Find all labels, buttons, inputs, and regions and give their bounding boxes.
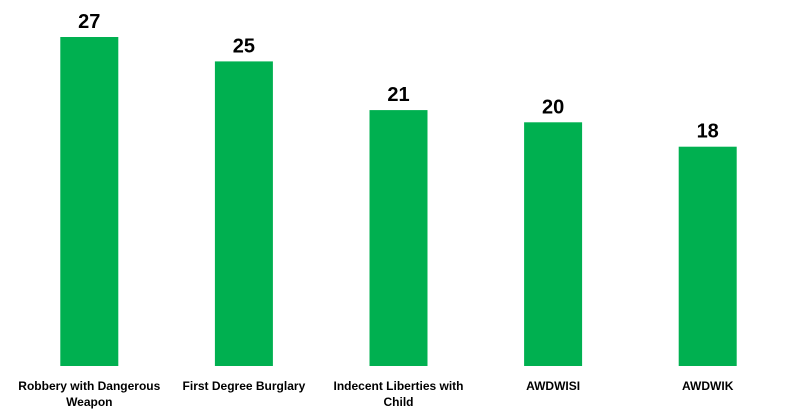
category-label-awdwisi: AWDWISI [526,379,580,393]
data-label-awdwisi: 20 [542,96,564,118]
data-label-indecent-liberties-with-child: 21 [387,84,409,106]
category-label-awdwik: AWDWIK [682,379,734,393]
value-labels-group: 27 25 21 20 18 [78,11,719,143]
data-label-robbery-with-dangerous-weapon: 27 [78,11,100,33]
bars-group [60,37,737,367]
bar-awdwisi [524,122,583,366]
category-labels-group: Robbery with Dangerous Weapon First Degree… [18,379,733,409]
bar-indecent-liberties-with-child [369,110,428,366]
category-label-indecent-liberties-with-child: Indecent Liberties with Child [333,379,463,409]
bar-first-degree-burglary [214,61,273,367]
data-label-awdwik: 18 [697,121,719,143]
bar-awdwik [678,146,737,366]
category-label-first-degree-burglary: First Degree Burglary [183,379,306,393]
data-label-first-degree-burglary: 25 [233,35,255,57]
category-label-robbery-with-dangerous-weapon: Robbery with Dangerous Weapon [18,379,160,409]
bar-robbery-with-dangerous-weapon [60,37,119,366]
